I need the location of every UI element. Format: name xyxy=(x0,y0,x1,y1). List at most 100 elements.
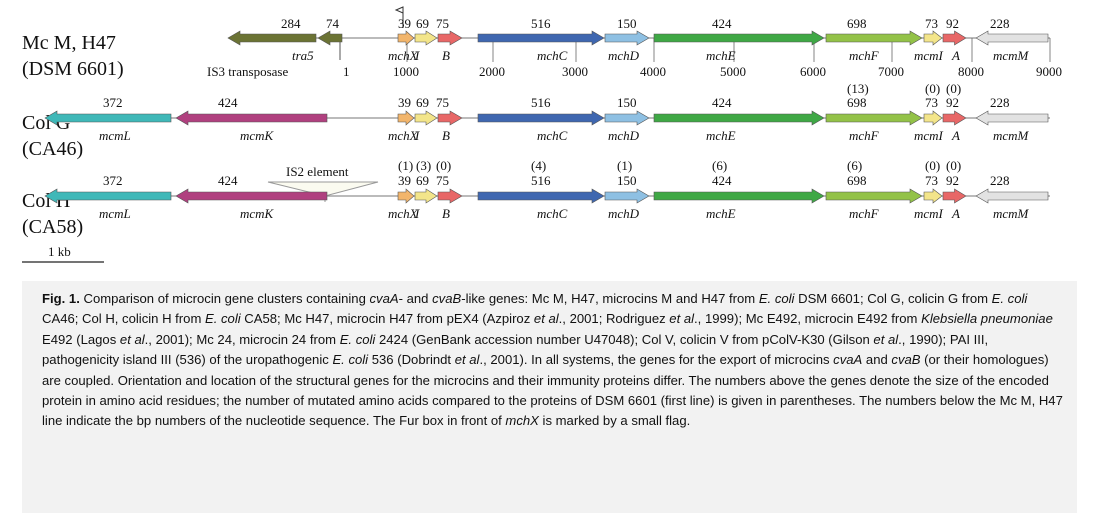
row-3-gene-9-arrow xyxy=(825,188,923,204)
row-2-gene-1-arrow xyxy=(44,110,172,126)
row-2-gene-9-mutations: (13) xyxy=(847,81,869,96)
row-3-gene-6-name: mchC xyxy=(537,206,568,221)
row-3-gene-7: 150(1) mchD xyxy=(604,158,650,221)
row-1-gene-10-size: 73 xyxy=(925,16,938,31)
bp-tick-8-label: 8000 xyxy=(958,64,984,79)
row-1-gene-3: 39 mchX xyxy=(388,16,419,63)
row-3-gene-8-name: mchE xyxy=(706,206,736,221)
row-3-gene-9: 698(6) mchF xyxy=(825,158,923,221)
row-2-gene-9-arrow xyxy=(825,110,923,126)
row-2-gene-1: 372 mcmL xyxy=(44,95,172,143)
row-2-gene-4: 69 I xyxy=(414,95,438,143)
row-3-gene-4-size: 69 xyxy=(416,173,429,188)
row-3-gene-2-size: 424 xyxy=(218,173,238,188)
row-3-gene-5-name: B xyxy=(442,206,450,221)
row-3-gene-12-name: mcmM xyxy=(993,206,1030,221)
row-3-gene-5: 75(0) B xyxy=(436,158,463,221)
bp-tick-5-label: 5000 xyxy=(720,64,746,79)
row-3-gene-11: 92(0) A xyxy=(942,158,967,221)
row-2-gene-7-size: 150 xyxy=(617,95,637,110)
row-2-gene-6: 516 mchC xyxy=(477,95,605,143)
row-2-gene-11-mutations: (0) xyxy=(946,81,961,96)
row-3-gene-6-arrow xyxy=(477,188,605,204)
bp-tick-9-label: 9000 xyxy=(1036,64,1062,79)
row-1-gene-9-name: mchF xyxy=(849,48,880,63)
row-1-gene-6-size: 516 xyxy=(531,16,551,31)
row-2-gene-9-size: 698 xyxy=(847,95,867,110)
row-1-gene-8-arrow xyxy=(653,30,825,46)
row-2-gene-2-size: 424 xyxy=(218,95,238,110)
is2-element-insert xyxy=(267,181,379,197)
row-2-gene-8: 424 mchE xyxy=(653,95,825,143)
row-3-gene-1-size: 372 xyxy=(103,173,123,188)
caption-text-segment: E. coli xyxy=(205,311,241,327)
row-2-gene-12: 228 mcmM xyxy=(975,95,1049,143)
row-3-gene-8-size: 424 xyxy=(712,173,732,188)
row-2-gene-5-name: B xyxy=(442,128,450,143)
row-3-gene-2-name: mcmK xyxy=(240,206,275,221)
row-2-gene-9-name: mchF xyxy=(849,128,880,143)
row-1-gene-3-arrow xyxy=(397,30,415,46)
row-3-gene-2-arrow xyxy=(175,188,328,204)
caption-text-segment: (or their homologues) are coupled. Orien… xyxy=(42,352,1063,429)
is3-transposase-label: IS3 transposase xyxy=(207,64,288,79)
row-2-gene-1-name: mcmL xyxy=(99,128,131,143)
row-2-gene-4-size: 69 xyxy=(416,95,429,110)
row-1-gene-1-size: 284 xyxy=(281,16,301,31)
row-3-gene-10-name: mcmI xyxy=(914,206,944,221)
row-1-gene-8-name: mchE xyxy=(706,48,736,63)
row-1-gene-4-name: I xyxy=(414,48,420,63)
row-2-gene-10-size: 73 xyxy=(925,95,938,110)
row-2-gene-11-name: A xyxy=(951,128,960,143)
row-3-gene-10-size: 73 xyxy=(925,173,938,188)
row-1-gene-7-size: 150 xyxy=(617,16,637,31)
row-1-gene-5-name: B xyxy=(442,48,450,63)
bp-tick-4-label: 4000 xyxy=(640,64,666,79)
row-3-gene-1-arrow xyxy=(44,188,172,204)
row-2-gene-2-arrow xyxy=(175,110,328,126)
caption-text-segment: -like genes: Mc M, H47, microcins M and … xyxy=(461,291,759,306)
row-3-gene-9-size: 698 xyxy=(847,173,867,188)
caption-text-segment: et al xyxy=(873,331,899,347)
row-1-mark-1-label: 1 xyxy=(343,64,350,79)
row-2-gene-5-size: 75 xyxy=(436,95,449,110)
row-3-gene-10-mutations: (0) xyxy=(925,158,940,173)
row-2-gene-4-name: I xyxy=(414,128,420,143)
row-2-gene-6-name: mchC xyxy=(537,128,568,143)
fur-box-flag-icon xyxy=(394,6,404,28)
scale-bar-label: 1 kb xyxy=(48,244,71,259)
row-2-gene-3-size: 39 xyxy=(398,95,411,110)
row-1-gene-9: 698 mchF xyxy=(825,16,923,63)
row-2-gene-7-name: mchD xyxy=(608,128,640,143)
row-1-gene-6: 516 mchC xyxy=(477,16,605,63)
row-3-gene-1-name: mcmL xyxy=(99,206,131,221)
row-1-gene-7-name: mchD xyxy=(608,48,640,63)
row-3-gene-3-name: mchX xyxy=(388,206,419,221)
row-1-gene-3-name: mchX xyxy=(388,48,419,63)
row-3-gene-12-size: 228 xyxy=(990,173,1010,188)
row-1-gene-1: 284 tra5 xyxy=(227,16,317,63)
row-3-gene-12: 228 mcmM xyxy=(975,173,1049,221)
row-3-gene-8-mutations: (6) xyxy=(712,158,727,173)
row-3-gene-3-size: 39 xyxy=(398,173,411,188)
row-3-gene-11-arrow xyxy=(942,188,967,204)
row-3-gene-11-size: 92 xyxy=(946,173,959,188)
row-1-gene-11-size: 92 xyxy=(946,16,959,31)
row-2-gene-3-name: mchX xyxy=(388,128,419,143)
caption-text-segment: and xyxy=(862,352,892,368)
caption-text-segment: Klebsiella pneumoniae xyxy=(921,311,1053,327)
row-3-gene-11-name: A xyxy=(951,206,960,221)
caption-text-segment: mchX xyxy=(505,413,539,429)
row-2-gene-5: 75 B xyxy=(436,95,463,143)
row-2-gene-7: 150 mchD xyxy=(604,95,650,143)
row-2-gene-6-arrow xyxy=(477,110,605,126)
row-2-gene-2: 424 mcmK xyxy=(175,95,328,143)
row-2-gene-7-arrow xyxy=(604,110,650,126)
row-1-gene-5-arrow xyxy=(437,30,463,46)
caption-text-segment: cvaA xyxy=(369,291,399,306)
row-1-gene-5: 75 B xyxy=(436,16,463,63)
caption-text-segment: cvaA xyxy=(833,352,863,368)
row-1-gene-4-size: 69 xyxy=(416,16,429,31)
caption-text-segment: ., 2001; Rodriguez xyxy=(558,311,670,327)
row-3-gene-8: 424(6) mchE xyxy=(653,158,825,221)
